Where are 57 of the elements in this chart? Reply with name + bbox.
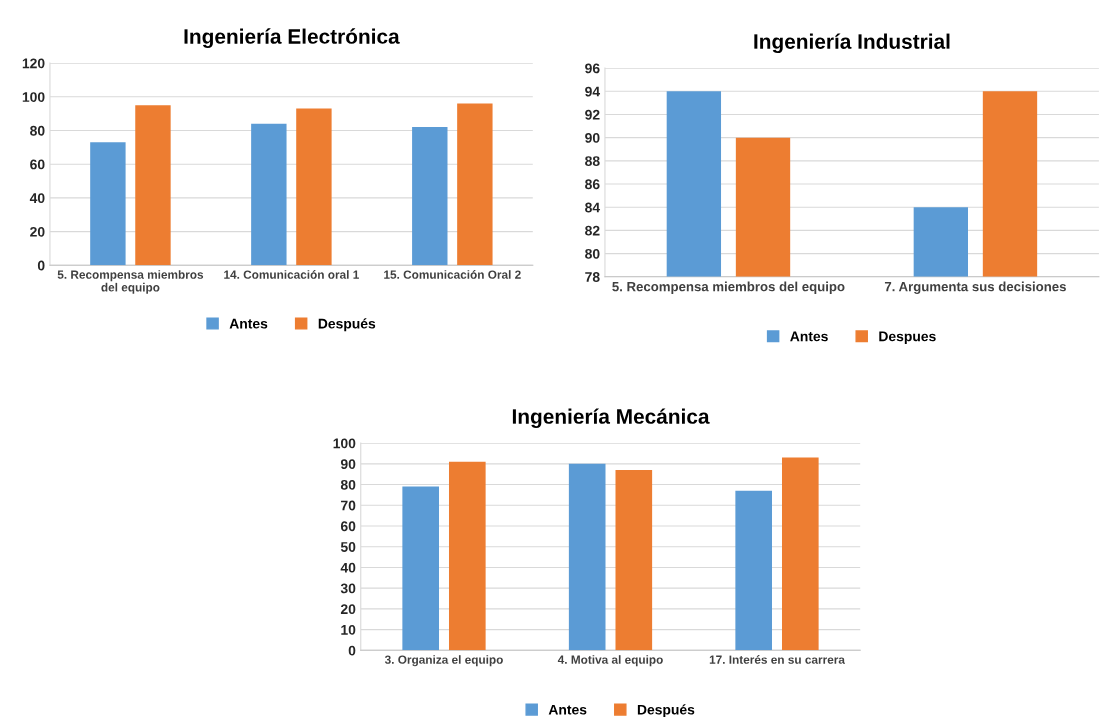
x-tick-label: 4. Motiva al equipo	[557, 655, 663, 667]
y-tick-label: 30	[340, 583, 356, 594]
bar	[568, 463, 606, 651]
y-tick-label: 84	[585, 202, 601, 213]
bar	[735, 490, 772, 651]
y-tick-label: 20	[30, 226, 45, 237]
y-tick-label: 0	[37, 260, 45, 271]
chart-title: Ingeniería Mecánica	[512, 408, 710, 429]
bar	[296, 108, 332, 266]
y-tick-label: 50	[340, 542, 356, 552]
legend-label: Antes	[790, 331, 828, 342]
y-tick-label: 94	[585, 86, 601, 97]
x-tick-label: 14. Comunicación oral 1	[224, 270, 359, 279]
x-tick-label: 3. Organiza el equipo	[384, 655, 503, 667]
y-tick-label: 90	[585, 133, 600, 143]
y-tick-label: 120	[22, 58, 45, 69]
legend-label: Después	[637, 704, 695, 717]
bar	[457, 103, 493, 266]
bar	[90, 142, 126, 266]
x-tick-label: 17. Interés en su carrera	[709, 655, 845, 664]
y-tick-label: 10	[341, 624, 356, 635]
y-tick-label: 60	[30, 159, 45, 170]
y-tick-label: 82	[585, 225, 600, 236]
y-tick-label: 100	[333, 438, 356, 449]
x-tick-label: 5. Recompensa miembros del equipo	[57, 270, 204, 294]
legend-label: Antes	[229, 318, 268, 329]
x-tick-label: 7. Argumenta sus decisiones	[884, 281, 1066, 294]
y-tick-label: 90	[340, 459, 356, 469]
y-tick-label: 20	[340, 604, 356, 615]
y-tick-label: 70	[341, 500, 356, 511]
chart-title: Ingeniería Industrial	[754, 33, 950, 54]
bar	[251, 123, 287, 266]
y-tick-label: 86	[585, 179, 600, 190]
y-tick-label: 80	[30, 125, 45, 136]
y-tick-label: 78	[585, 272, 600, 282]
x-tick-label: 15. Comunicación Oral 2	[384, 270, 521, 279]
legend-label: Despues	[879, 331, 936, 345]
y-tick-label: 92	[585, 109, 600, 120]
bar	[135, 105, 171, 266]
legend-label: Antes	[548, 704, 587, 715]
bar	[402, 486, 439, 651]
y-tick-label: 40	[29, 193, 45, 204]
bar	[615, 470, 653, 651]
x-tick-label: 5. Recompensa miembros del equipo	[612, 281, 845, 294]
y-tick-label: 88	[585, 156, 600, 167]
y-tick-label: 40	[340, 562, 356, 573]
y-tick-label: 80	[585, 248, 600, 259]
bar	[412, 127, 448, 266]
bar	[781, 457, 819, 651]
y-tick-label: 60	[340, 521, 356, 532]
chart-title: Ingeniería Electrónica	[184, 28, 400, 49]
y-tick-label: 0	[348, 645, 356, 656]
y-tick-label: 100	[22, 92, 45, 102]
y-tick-label: 80	[340, 479, 356, 490]
legend-label: Después	[318, 318, 376, 332]
bar	[448, 461, 486, 651]
y-tick-label: 96	[585, 63, 600, 74]
